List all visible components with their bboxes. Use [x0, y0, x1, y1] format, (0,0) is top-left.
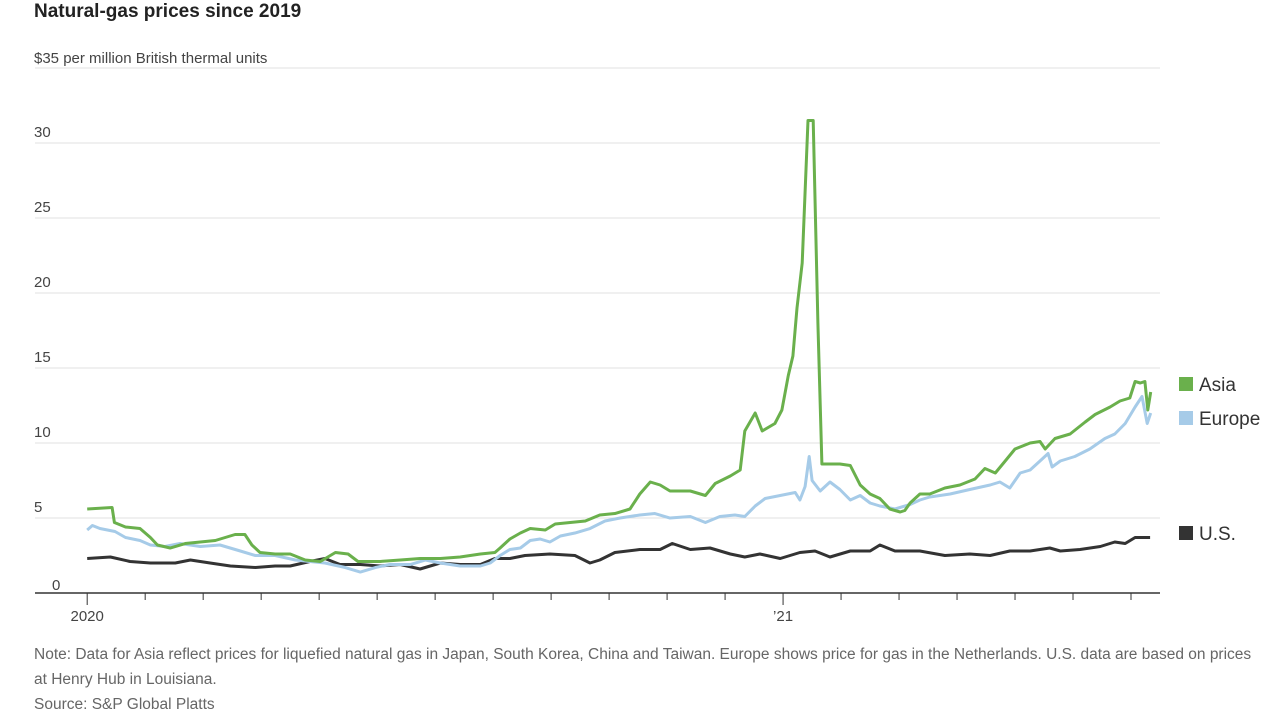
- legend-label: U.S.: [1199, 524, 1236, 545]
- y-ticks: 5 10 15 20 25 30 0: [34, 124, 60, 594]
- series-line-europe: [86, 395, 1153, 574]
- chart-title: Natural-gas prices since 2019: [34, 1, 302, 22]
- y-tick-label: 30: [34, 124, 51, 141]
- series-line-us: [87, 536, 1151, 571]
- legend-swatch-europe: [1179, 411, 1193, 425]
- y-tick-label: 25: [34, 199, 51, 216]
- y-tick-label: 0: [52, 577, 60, 594]
- gridlines: [35, 67, 1160, 594]
- legend-swatch-us: [1179, 526, 1193, 540]
- legend: Asia Europe U.S.: [1179, 375, 1260, 545]
- legend-label: Europe: [1199, 409, 1260, 430]
- series-line-asia: [87, 119, 1153, 563]
- line-chart: $35 per million British thermal units 5 1…: [34, 50, 1260, 625]
- y-tick-label: 5: [34, 499, 42, 516]
- y-tick-label: 20: [34, 274, 51, 291]
- series-lines: [86, 119, 1153, 574]
- x-tick-label: 2020: [71, 608, 104, 625]
- y-tick-label: 15: [34, 349, 51, 366]
- chart-note: Note: Data for Asia reflect prices for l…: [34, 646, 1252, 688]
- y-axis-label: $35 per million British thermal units: [34, 50, 267, 67]
- y-tick-label: 10: [34, 424, 51, 441]
- chart-source: Source: S&P Global Platts: [34, 696, 215, 713]
- x-tick-label: ’21: [773, 608, 793, 625]
- x-ticks: 2020 ’21: [71, 593, 1132, 625]
- legend-swatch-asia: [1179, 377, 1193, 391]
- legend-label: Asia: [1199, 375, 1236, 396]
